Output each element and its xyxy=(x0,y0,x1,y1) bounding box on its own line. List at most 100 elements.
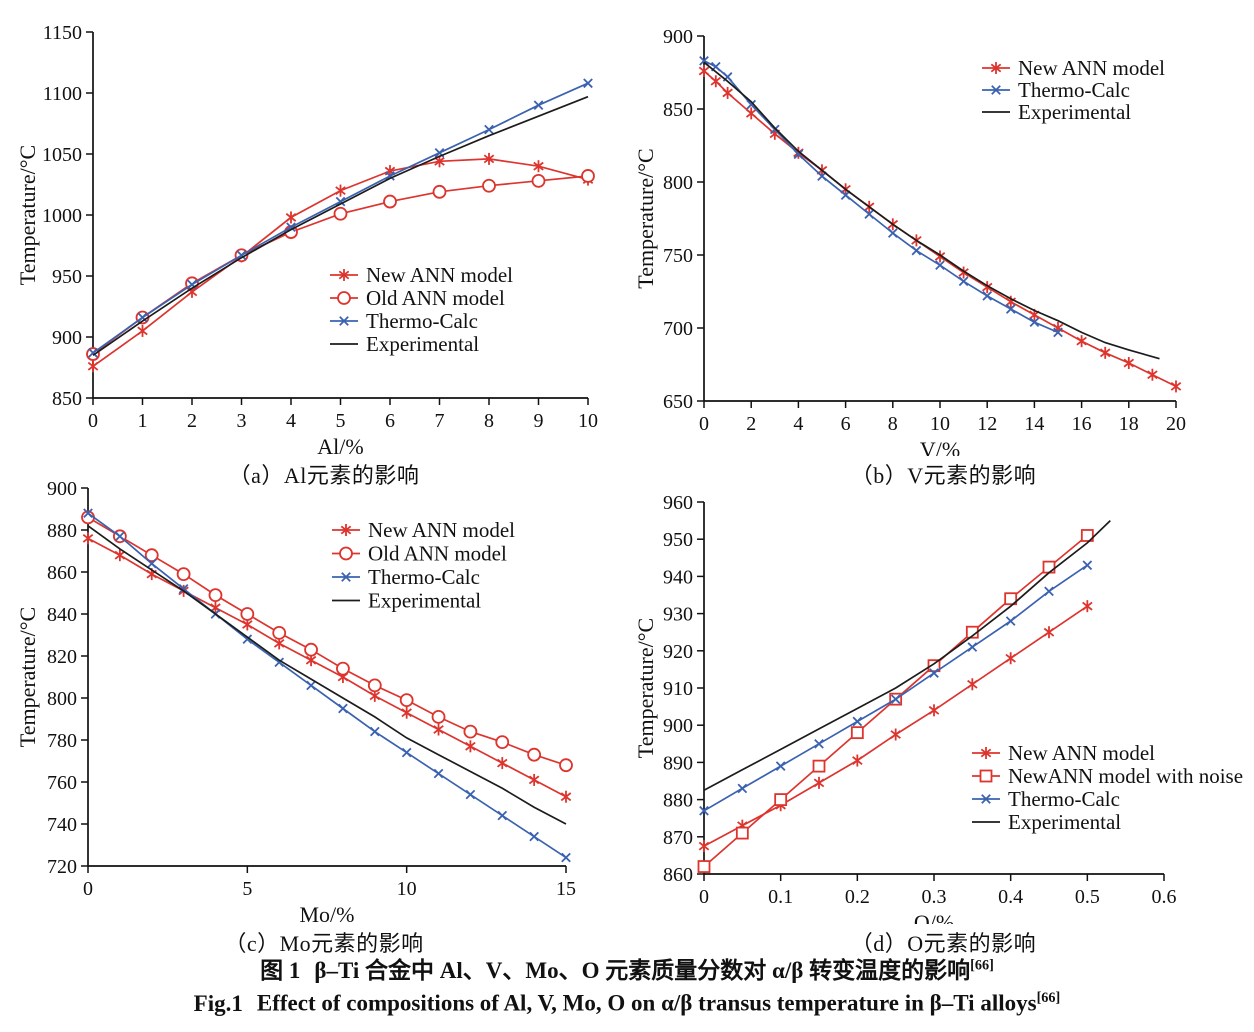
chart-a-al: 0 1 2 3 4 5 6 7 8 9 10 850 900 950 1000 1050 1100 1150 Al/… xyxy=(18,22,598,456)
svg-text:Experimental: Experimental xyxy=(368,589,481,613)
axes: 0 0.1 0.2 0.3 0.4 0.5 0.6 860 870 880 890 900 910 920… xyxy=(636,492,1177,924)
svg-text:Temperature/°C: Temperature/°C xyxy=(18,145,40,285)
svg-text:5: 5 xyxy=(336,410,346,432)
svg-text:Experimental: Experimental xyxy=(1008,810,1121,834)
svg-text:850: 850 xyxy=(663,99,693,121)
svg-text:2: 2 xyxy=(746,413,756,435)
svg-text:Al/%: Al/% xyxy=(317,434,363,456)
svg-text:870: 870 xyxy=(663,827,693,849)
svg-text:0.3: 0.3 xyxy=(922,886,947,908)
svg-text:0: 0 xyxy=(88,410,98,432)
svg-text:10: 10 xyxy=(397,878,417,900)
svg-text:14: 14 xyxy=(1024,413,1044,435)
svg-text:0.6: 0.6 xyxy=(1152,886,1177,908)
panel-c-caption: （c）Mo元素的影响 xyxy=(224,931,424,956)
svg-text:860: 860 xyxy=(663,864,693,886)
svg-text:760: 760 xyxy=(47,772,77,794)
axes: 0 1 2 3 4 5 6 7 8 9 10 850 900 950 1000 1050 1100 1150 Al/… xyxy=(18,22,598,456)
svg-text:Experimental: Experimental xyxy=(366,332,479,356)
svg-text:V/%: V/% xyxy=(920,437,960,456)
series xyxy=(81,508,573,863)
panel-c: 0 5 10 15 720 740 760 780 800 820 840 860 880 900 Mo/%… xyxy=(18,472,630,958)
axes: 0 2 4 6 8 10 12 14 16 18 20 650 700 750 800 850 900 V/% Te… xyxy=(636,26,1186,456)
svg-text:840: 840 xyxy=(47,604,77,626)
svg-text:Mo/%: Mo/% xyxy=(300,902,355,924)
svg-text:900: 900 xyxy=(663,26,693,48)
panel-b-caption: （b）V元素的影响 xyxy=(850,463,1037,488)
figure-caption-en: Fig.1 Effect of compositions of Al, V, Mo… xyxy=(193,990,1061,1016)
svg-text:10: 10 xyxy=(930,413,950,435)
svg-text:Thermo-Calc: Thermo-Calc xyxy=(1018,78,1130,102)
svg-text:0: 0 xyxy=(699,886,709,908)
svg-text:0.2: 0.2 xyxy=(845,886,870,908)
svg-text:880: 880 xyxy=(663,790,693,812)
panel-d-caption: （d）O元素的影响 xyxy=(850,931,1037,956)
svg-text:Temperature/°C: Temperature/°C xyxy=(18,607,40,747)
series xyxy=(698,55,1182,393)
svg-text:0: 0 xyxy=(699,413,709,435)
series xyxy=(697,519,1111,873)
svg-text:940: 940 xyxy=(663,566,693,588)
svg-text:650: 650 xyxy=(663,391,693,413)
svg-text:New ANN model: New ANN model xyxy=(1018,56,1165,80)
svg-text:0.5: 0.5 xyxy=(1075,886,1100,908)
svg-text:780: 780 xyxy=(47,730,77,752)
svg-text:Temperature/°C: Temperature/°C xyxy=(636,148,658,288)
svg-text:12: 12 xyxy=(977,413,997,435)
panel-b: 0 2 4 6 8 10 12 14 16 18 20 650 700 750 800 850 900 V/% Te… xyxy=(636,6,1251,490)
svg-text:Thermo-Calc: Thermo-Calc xyxy=(366,309,478,333)
svg-text:1150: 1150 xyxy=(43,22,82,44)
svg-text:910: 910 xyxy=(663,678,693,700)
svg-text:8: 8 xyxy=(888,413,898,435)
svg-text:930: 930 xyxy=(663,604,693,626)
svg-text:4: 4 xyxy=(793,413,803,435)
svg-text:900: 900 xyxy=(47,478,77,500)
svg-text:18: 18 xyxy=(1119,413,1139,435)
svg-text:960: 960 xyxy=(663,492,693,514)
chart-c-mo: 0 5 10 15 720 740 760 780 800 820 840 860 880 900 Mo/%… xyxy=(18,478,576,924)
svg-text:750: 750 xyxy=(663,245,693,267)
svg-text:820: 820 xyxy=(47,646,77,668)
svg-text:890: 890 xyxy=(663,752,693,774)
svg-text:8: 8 xyxy=(484,410,494,432)
svg-text:6: 6 xyxy=(841,413,851,435)
svg-text:New ANN model: New ANN model xyxy=(1008,741,1155,765)
svg-text:850: 850 xyxy=(52,388,82,410)
svg-text:880: 880 xyxy=(47,520,77,542)
figure-captions: 图 1 β–Ti 合金中 Al、V、Mo、O 元素质量分数对 α/β 转变温度的影… xyxy=(0,946,1254,1022)
svg-text:Experimental: Experimental xyxy=(1018,100,1131,124)
svg-text:0.4: 0.4 xyxy=(998,886,1023,908)
svg-text:2: 2 xyxy=(187,410,197,432)
panel-a: 0 1 2 3 4 5 6 7 8 9 10 850 900 950 1000 1050 1100 1150 Al/… xyxy=(18,6,630,490)
svg-text:720: 720 xyxy=(47,856,77,878)
panel-d: 0 0.1 0.2 0.3 0.4 0.5 0.6 860 870 880 890 900 910 920… xyxy=(636,472,1251,958)
chart-d-o: 0 0.1 0.2 0.3 0.4 0.5 0.6 860 870 880 890 900 910 920… xyxy=(636,492,1243,924)
svg-text:700: 700 xyxy=(663,318,693,340)
svg-text:920: 920 xyxy=(663,641,693,663)
svg-text:1050: 1050 xyxy=(42,144,82,166)
svg-text:New ANN model: New ANN model xyxy=(368,518,515,542)
svg-text:Old ANN model: Old ANN model xyxy=(366,286,505,310)
svg-text:1100: 1100 xyxy=(43,83,82,105)
svg-text:15: 15 xyxy=(556,878,576,900)
svg-text:10: 10 xyxy=(578,410,598,432)
chart-b-v: 0 2 4 6 8 10 12 14 16 18 20 650 700 750 800 850 900 V/% Te… xyxy=(636,26,1186,456)
figure-caption-cn: 图 1 β–Ti 合金中 Al、V、Mo、O 元素质量分数对 α/β 转变温度的影… xyxy=(260,957,994,983)
svg-text:0.1: 0.1 xyxy=(768,886,793,908)
series xyxy=(86,78,595,373)
svg-text:Temperature/°C: Temperature/°C xyxy=(636,618,658,758)
svg-text:16: 16 xyxy=(1072,413,1092,435)
panel-a-caption: （a）Al元素的影响 xyxy=(228,463,420,488)
svg-text:740: 740 xyxy=(47,814,77,836)
svg-text:800: 800 xyxy=(663,172,693,194)
svg-text:7: 7 xyxy=(435,410,445,432)
svg-text:950: 950 xyxy=(663,529,693,551)
svg-text:O/%: O/% xyxy=(914,910,954,924)
svg-text:860: 860 xyxy=(47,562,77,584)
svg-text:9: 9 xyxy=(534,410,544,432)
